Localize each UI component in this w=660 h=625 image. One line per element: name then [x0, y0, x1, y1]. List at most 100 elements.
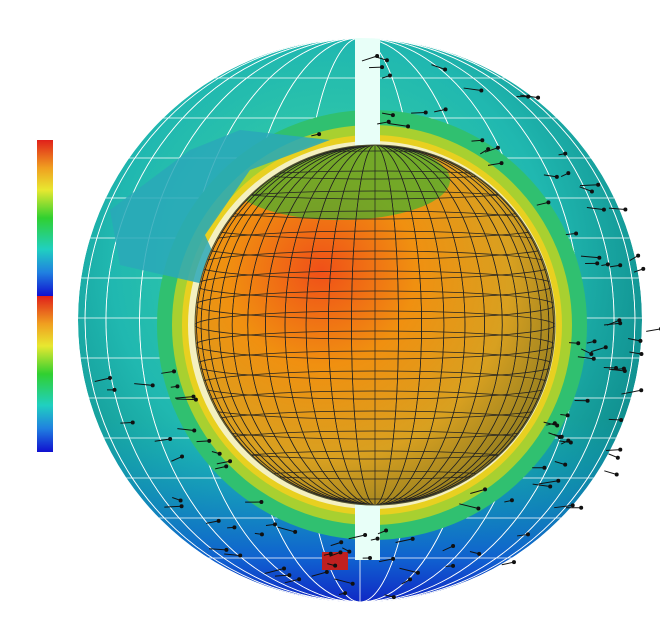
flow-arrow-head [317, 132, 322, 137]
flow-arrow-head [526, 94, 531, 99]
flow-arrow-head [391, 556, 396, 561]
flow-arrow [175, 396, 194, 399]
flow-arrow [459, 503, 479, 509]
inner-meridian [265, 145, 485, 505]
flow-arrow-head [636, 253, 641, 258]
flow-arrow-head [605, 262, 610, 267]
flow-arrow [395, 538, 413, 544]
inner-meridian [328, 145, 422, 505]
flow-arrow [463, 87, 482, 92]
flow-arrow-head [363, 533, 368, 538]
flow-arrow [628, 338, 641, 342]
inner-sphere [195, 145, 555, 505]
inner-meridian [305, 145, 445, 505]
flow-arrow-head [193, 397, 198, 402]
flow-arrow-head [150, 383, 155, 388]
flow-arrow [548, 432, 560, 438]
inner-parallel [195, 410, 555, 440]
flow-arrow [196, 440, 210, 443]
inner-parallel [195, 350, 555, 380]
flow-arrow-head [343, 591, 348, 596]
flow-arrow-head [175, 384, 180, 389]
flow-arrow [134, 383, 153, 386]
flow-arrow-head [601, 207, 606, 212]
flow-arrow [579, 186, 593, 192]
flow-arrow-head [639, 352, 644, 357]
inner-parallel [195, 450, 555, 480]
flow-arrow-head [232, 525, 237, 530]
flow-arrow-head [542, 465, 547, 470]
flow-arrow [487, 162, 502, 166]
flow-arrow [431, 64, 446, 70]
flow-arrow [608, 207, 626, 211]
inner-parallel [195, 390, 555, 420]
flow-arrow-head [259, 500, 264, 505]
inner-meridian [200, 145, 550, 505]
flow-arrow-head [622, 369, 627, 374]
flow-arrow [120, 422, 133, 424]
flow-arrow-head [574, 231, 579, 236]
flow-arrow [606, 449, 621, 452]
flow-arrow-head [618, 321, 623, 326]
inner-grid [195, 145, 555, 505]
flow-arrow-head [410, 536, 415, 541]
inner-parallel [195, 430, 555, 460]
inner-parallel [195, 190, 555, 220]
flow-arrow [206, 520, 219, 524]
flow-arrow-head [591, 356, 596, 361]
flow-arrow-head [589, 189, 594, 194]
inner-meridian [247, 145, 503, 505]
flow-arrow-head [224, 464, 229, 469]
flow-arrow-head [552, 421, 557, 426]
flow-arrow-head [415, 570, 420, 575]
flow-arrow-head [614, 366, 619, 371]
flow-arrow [580, 255, 600, 259]
flow-arrow-head [546, 200, 551, 205]
flow-arrow-head [324, 570, 329, 575]
flow-arrow-head [479, 88, 484, 93]
flow-arrow-head [595, 261, 600, 266]
flow-arrow-head [350, 581, 355, 586]
flow-arrow-head [224, 547, 229, 552]
flow-arrow-head [297, 577, 302, 582]
flow-arrow [484, 147, 499, 153]
flow-arrow-head [443, 67, 448, 72]
flow-arrow-head [554, 174, 559, 179]
colorbar-lower [37, 296, 53, 452]
flow-arrow [590, 346, 606, 353]
flow-arrow-head [386, 119, 391, 124]
flow-arrow [348, 534, 366, 540]
inner-parallel [195, 310, 555, 340]
flow-arrow-head [555, 423, 560, 428]
inner-meridian [351, 145, 399, 505]
flow-arrow-head [597, 255, 602, 260]
flow-arrow-head [380, 65, 385, 70]
flow-arrow [154, 438, 171, 442]
flow-arrow [604, 470, 617, 476]
flow-arrow [216, 460, 231, 465]
flow-arrow-head [168, 437, 173, 442]
flow-arrow [264, 568, 285, 574]
flow-arrow-head [287, 573, 292, 578]
flow-arrow [208, 548, 227, 551]
flow-arrow-head [548, 484, 553, 489]
flow-arrow-head [384, 58, 389, 63]
flow-arrow-head [272, 522, 277, 527]
flow-arrow-head [576, 341, 581, 346]
cut-notch [110, 130, 330, 290]
flow-arrow-head [641, 266, 646, 271]
flow-arrow-head [451, 544, 456, 549]
flow-arrow-head [375, 54, 380, 59]
inner-parallel [195, 170, 555, 200]
flow-arrow-head [112, 387, 117, 392]
flow-arrow-head [615, 455, 620, 460]
flow-arrow-head [570, 503, 575, 508]
flow-arrow [501, 561, 515, 566]
flow-arrow [284, 578, 300, 584]
flow-arrow-head [443, 107, 448, 112]
flow-arrow-head [526, 532, 531, 537]
flow-arrow-head [556, 478, 561, 483]
inner-parallel [195, 150, 555, 180]
inner-sphere-group [195, 145, 555, 505]
